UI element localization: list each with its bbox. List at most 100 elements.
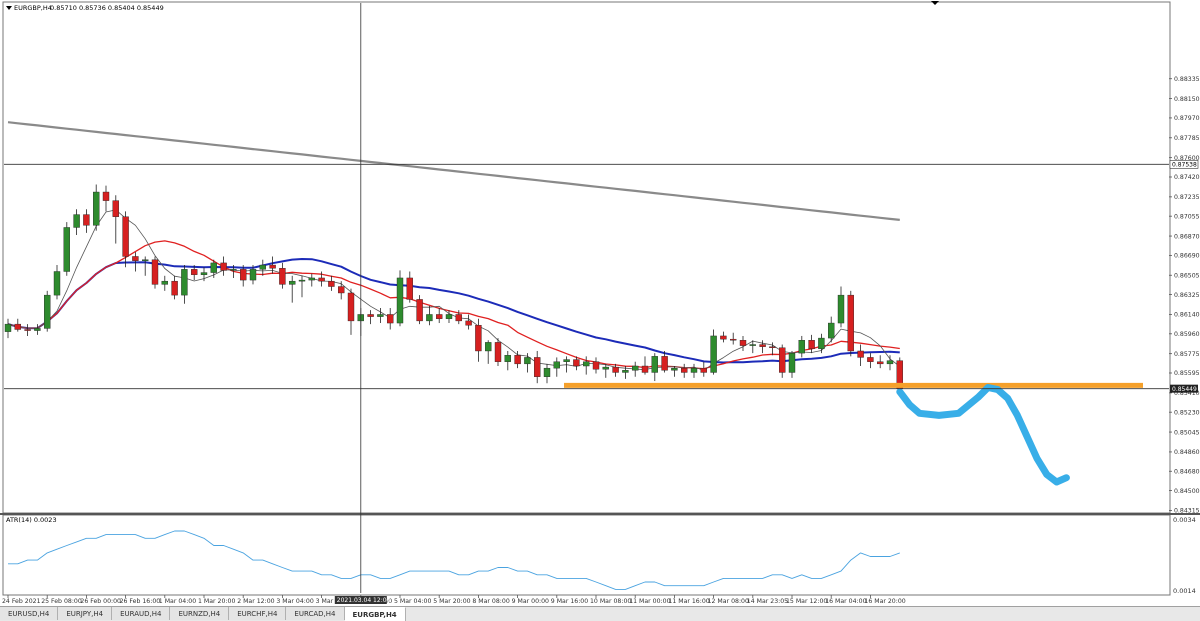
y-tick-label: 0.84680 — [1174, 468, 1200, 475]
candle — [141, 256, 149, 276]
candle — [210, 259, 218, 278]
candle-body — [828, 322, 835, 339]
atr-label: ATR(14) 0.0023 — [6, 516, 57, 524]
candle — [269, 256, 276, 274]
y-tick-label: 0.84860 — [1174, 449, 1200, 456]
crosshair-time-box — [334, 596, 387, 604]
y-tick-label: 0.87055 — [1174, 213, 1200, 220]
x-tick-label: 16 Mar 04:00 — [825, 598, 866, 605]
tab-eurjpy[interactable]: EURJPY,H4 — [58, 607, 113, 620]
candle-body — [269, 264, 276, 269]
candle-body — [367, 314, 374, 317]
candle-body — [710, 335, 717, 373]
atr-series-layer — [8, 530, 900, 590]
y-tick-label: 0.85960 — [1174, 331, 1200, 338]
tab-eurnzd[interactable]: EURNZD,H4 — [170, 607, 230, 620]
tab-eurcad[interactable]: EURCAD,H4 — [286, 607, 345, 620]
candle-body — [347, 292, 355, 322]
candle-body — [769, 346, 776, 348]
x-tick-label: 3 Mar 20:00 — [316, 598, 353, 605]
tab-eurgbp[interactable]: EURGBP,H4 — [344, 607, 406, 621]
price-chart[interactable]: 0.88335 0.88150 0.87970 0.87785 0.87600 0.874… — [0, 0, 1200, 606]
tab-eurusd[interactable]: EURUSD,H4 — [0, 607, 59, 620]
candle — [494, 338, 502, 367]
candle — [465, 314, 472, 330]
y-tick-label: 0.85775 — [1174, 351, 1200, 358]
candle-body — [200, 272, 208, 275]
y-tick-label: 0.86690 — [1174, 253, 1200, 260]
atr-plot-area — [2, 514, 1171, 596]
candle-body — [641, 365, 649, 373]
candle — [798, 335, 805, 358]
candle — [112, 195, 120, 244]
candle-body — [289, 280, 296, 285]
candle — [779, 344, 786, 378]
candle — [200, 267, 208, 282]
current-price-box — [1170, 384, 1198, 393]
tab-euraud[interactable]: EURAUD,H4 — [112, 607, 171, 620]
candle-body — [387, 314, 394, 324]
y-tick-label: 0.84500 — [1174, 488, 1200, 495]
candle-body — [249, 269, 257, 281]
candle-body — [602, 366, 609, 370]
candle-body — [563, 359, 570, 362]
x-tick-label: 12 Mar 08:00 — [708, 598, 749, 605]
candle-body — [396, 277, 404, 324]
candle-body — [700, 367, 707, 373]
candle-body — [377, 314, 384, 317]
x-tick-label: 26 Feb 16:00 — [120, 598, 161, 605]
x-tick-label: 5 Mar 04:00 — [394, 598, 431, 605]
candle — [367, 310, 374, 325]
candle-body — [279, 268, 286, 285]
x-tick-label: 9 Mar 00:00 — [512, 598, 549, 605]
tab-eurchf[interactable]: EURCHF,H4 — [229, 607, 287, 620]
candle — [455, 310, 462, 325]
candle — [338, 281, 345, 300]
y-tick-label: 0.85045 — [1174, 429, 1200, 436]
symbol-tab-bar: EURUSD,H4 EURJPY,H4 EURAUD,H4 EURNZD,H4 … — [0, 606, 1200, 621]
x-tick-label: 26 Feb 00:00 — [80, 598, 121, 605]
current-price-layer: 0.85449 — [4, 384, 1198, 393]
candle — [749, 340, 756, 354]
candle — [651, 353, 658, 382]
candle-body — [798, 340, 805, 354]
candle — [161, 275, 169, 291]
candle — [543, 363, 551, 384]
candle-body — [259, 264, 266, 270]
candle-body — [622, 370, 629, 373]
x-tick-label: 8 Mar 08:00 — [472, 598, 509, 605]
candle — [730, 332, 737, 345]
candle — [534, 350, 541, 384]
candle — [53, 265, 61, 300]
candle — [73, 209, 80, 235]
candle-body — [553, 361, 560, 369]
candle-body — [759, 344, 766, 347]
candle-body — [524, 357, 531, 365]
candle-body — [83, 214, 90, 226]
candle — [759, 340, 766, 354]
candle — [769, 342, 776, 356]
candle — [318, 271, 325, 287]
candle-body — [436, 314, 443, 319]
x-tick-label: 14 Mar 23:05 — [747, 598, 788, 605]
candle-body — [112, 200, 120, 217]
candle — [14, 318, 22, 332]
candle-body — [210, 262, 218, 273]
candle — [83, 209, 90, 233]
candle-body — [651, 356, 658, 373]
y-tick-label: 0.86870 — [1174, 233, 1200, 240]
candle-body — [749, 344, 756, 346]
y-axis: 0.88335 0.88150 0.87970 0.87785 0.87600 0.874… — [1169, 76, 1200, 515]
candle — [553, 357, 560, 377]
candle-body — [818, 337, 825, 350]
symbol-dropdown-icon[interactable] — [6, 6, 12, 10]
candle-body — [543, 367, 551, 377]
candle — [171, 275, 178, 300]
candle-body — [739, 340, 747, 346]
candle-body — [632, 365, 639, 371]
ma-mid-line — [7, 240, 900, 370]
ma-fast-line — [7, 209, 901, 371]
candle-body — [24, 329, 31, 331]
candle — [514, 350, 521, 369]
